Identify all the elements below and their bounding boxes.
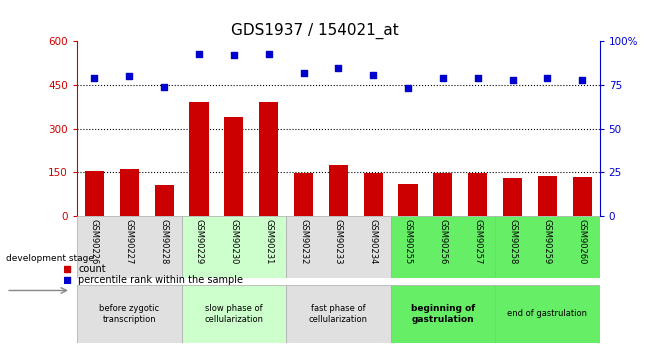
Bar <box>77 216 182 278</box>
Point <box>89 75 100 81</box>
Text: GSM90233: GSM90233 <box>334 219 343 264</box>
Point <box>194 51 204 56</box>
Text: GDS1937 / 154021_at: GDS1937 / 154021_at <box>231 22 399 39</box>
Point <box>276 147 287 153</box>
Text: slow phase of
cellularization: slow phase of cellularization <box>204 304 263 324</box>
Bar <box>182 285 286 343</box>
Bar <box>155 185 174 216</box>
Text: GSM90231: GSM90231 <box>264 219 273 264</box>
Bar <box>391 216 495 278</box>
Bar <box>286 216 391 278</box>
Bar <box>190 102 208 216</box>
Point <box>542 75 553 81</box>
Text: GSM90229: GSM90229 <box>194 219 204 264</box>
Text: end of gastrulation: end of gastrulation <box>507 309 588 318</box>
Point <box>577 77 588 82</box>
Point <box>263 51 274 56</box>
Bar <box>573 177 592 216</box>
Bar <box>77 285 182 343</box>
Bar <box>364 172 383 216</box>
Point <box>472 75 483 81</box>
Text: GSM90255: GSM90255 <box>403 219 413 264</box>
Point <box>438 75 448 81</box>
Point <box>276 241 287 247</box>
Bar <box>329 165 348 216</box>
Bar <box>503 178 522 216</box>
Text: GSM90257: GSM90257 <box>473 219 482 264</box>
Point <box>368 72 379 77</box>
Text: GSM90234: GSM90234 <box>369 219 378 264</box>
Point <box>507 77 518 82</box>
Bar <box>294 172 313 216</box>
Point <box>124 73 135 79</box>
Bar <box>495 216 600 278</box>
Text: beginning of
gastrulation: beginning of gastrulation <box>411 304 475 324</box>
Bar <box>120 169 139 216</box>
Text: percentile rank within the sample: percentile rank within the sample <box>78 275 243 285</box>
Bar <box>391 285 495 343</box>
Bar <box>286 285 391 343</box>
Text: GSM90258: GSM90258 <box>508 219 517 264</box>
Text: GSM90230: GSM90230 <box>229 219 239 264</box>
Point <box>298 70 309 76</box>
Bar <box>468 172 487 216</box>
Text: development stage: development stage <box>6 254 94 263</box>
Bar <box>85 171 104 216</box>
Text: count: count <box>78 265 106 274</box>
Text: GSM90226: GSM90226 <box>90 219 99 264</box>
Point <box>159 84 170 89</box>
Bar <box>399 184 417 216</box>
Bar <box>182 216 286 278</box>
Point <box>228 52 239 58</box>
Text: fast phase of
cellularization: fast phase of cellularization <box>309 304 368 324</box>
Bar <box>259 102 278 216</box>
Bar <box>495 285 600 343</box>
Text: GSM90256: GSM90256 <box>438 219 448 264</box>
Bar <box>433 172 452 216</box>
Bar <box>224 117 243 216</box>
Text: GSM90259: GSM90259 <box>543 219 552 264</box>
Text: GSM90227: GSM90227 <box>125 219 134 264</box>
Text: GSM90228: GSM90228 <box>159 219 169 264</box>
Text: GSM90260: GSM90260 <box>578 219 587 264</box>
Point <box>403 86 413 91</box>
Point <box>333 65 344 70</box>
Bar <box>538 176 557 216</box>
Text: before zygotic
transcription: before zygotic transcription <box>99 304 159 324</box>
Text: GSM90232: GSM90232 <box>299 219 308 264</box>
